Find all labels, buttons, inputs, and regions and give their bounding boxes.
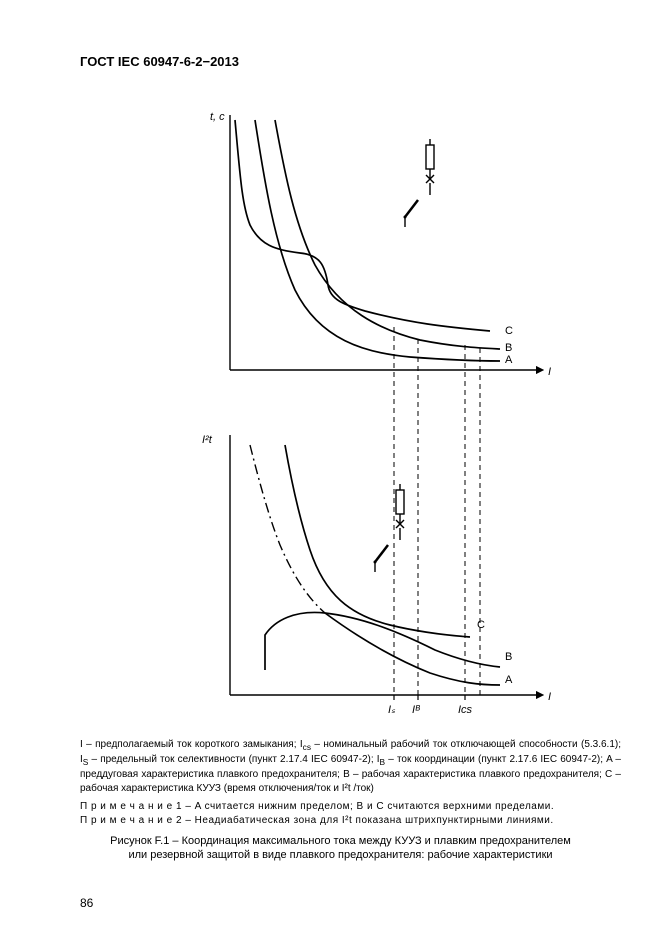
chart-top: t, с I <box>210 111 551 695</box>
top-xlabel: I <box>548 366 551 378</box>
fuse-switch-icon-top <box>404 139 435 227</box>
curve-C-top <box>235 120 490 331</box>
label-A-bottom: A <box>505 674 513 686</box>
note-1: П р и м е ч а н и е 1 – A считается нижн… <box>80 800 621 814</box>
caption-line-2: или резервной защитой в виде плавкого пр… <box>128 849 552 861</box>
doc-header: ГОСТ IEC 60947-6-2−2013 <box>80 54 239 69</box>
nonadiabatic-zone <box>250 445 325 613</box>
legend-text: I – предполагаемый ток короткого замыкан… <box>80 738 621 795</box>
tick-IS: Iₛ <box>388 704 396 716</box>
figure-f1: t, с I <box>140 95 560 725</box>
curve-A-bottom <box>325 613 500 685</box>
bottom-ylabel: I²t <box>202 434 213 446</box>
curve-C-bottom <box>285 445 470 637</box>
caption-line-1: Рисунок F.1 – Координация максимального … <box>110 835 571 847</box>
page-number: 86 <box>80 896 93 910</box>
label-B-bottom: B <box>505 651 512 663</box>
label-C-top: C <box>505 325 513 337</box>
chart-bottom: I²t I C <box>202 434 551 716</box>
label-C-bottom: C <box>477 619 485 631</box>
tick-Ics: Ics <box>458 704 473 716</box>
note-2: П р и м е ч а н и е 2 – Неадиабатическая… <box>80 814 621 828</box>
figure-caption: Рисунок F.1 – Координация максимального … <box>80 834 601 863</box>
fuse-switch-icon-bottom <box>374 484 405 572</box>
tick-IB: Iᴮ <box>412 704 421 716</box>
label-B-top: B <box>505 342 512 354</box>
curve-B-top <box>275 120 500 349</box>
notes-block: П р и м е ч а н и е 1 – A считается нижн… <box>80 800 621 827</box>
label-A-top: A <box>505 354 513 366</box>
top-ylabel: t, с <box>210 111 225 123</box>
bottom-xlabel: I <box>548 691 551 703</box>
